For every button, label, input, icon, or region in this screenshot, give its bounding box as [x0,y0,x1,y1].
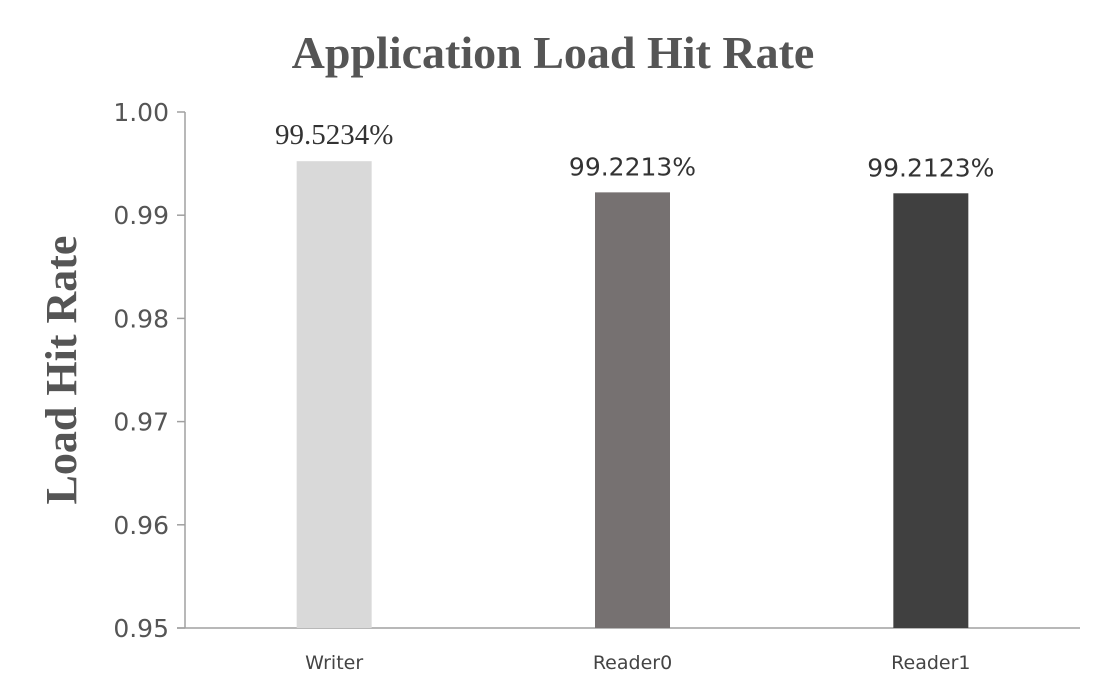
data-label-reader0: 99.2213% [569,152,696,181]
bar-writer [296,161,372,628]
bar-reader1 [893,193,969,628]
chart-title: Application Load Hit Rate [292,27,815,78]
x-tick-label-reader1: Reader1 [891,652,970,674]
x-axis-tick-labels: Writer Reader0 Reader1 [305,652,970,674]
y-tick-label: 0.96 [113,511,169,540]
y-tick-label: 1.00 [113,98,169,127]
bar-reader0 [595,192,670,628]
data-label-reader1: 99.2123% [867,153,994,182]
y-tick-label: 0.97 [113,408,169,437]
data-labels: 99.5234% 99.2213% 99.2123% [275,119,994,182]
data-label-writer: 99.5234% [275,119,393,151]
y-tick-label: 0.95 [113,614,169,643]
y-axis-ticks: 0.95 0.96 0.97 0.98 0.99 1.00 [113,98,185,643]
y-tick-label: 0.98 [113,304,169,333]
y-tick-label: 0.99 [113,201,169,230]
bars [296,161,969,628]
x-tick-label-reader0: Reader0 [593,652,672,674]
y-axis-label: Load Hit Rate [37,236,86,505]
x-tick-label-writer: Writer [305,652,363,674]
